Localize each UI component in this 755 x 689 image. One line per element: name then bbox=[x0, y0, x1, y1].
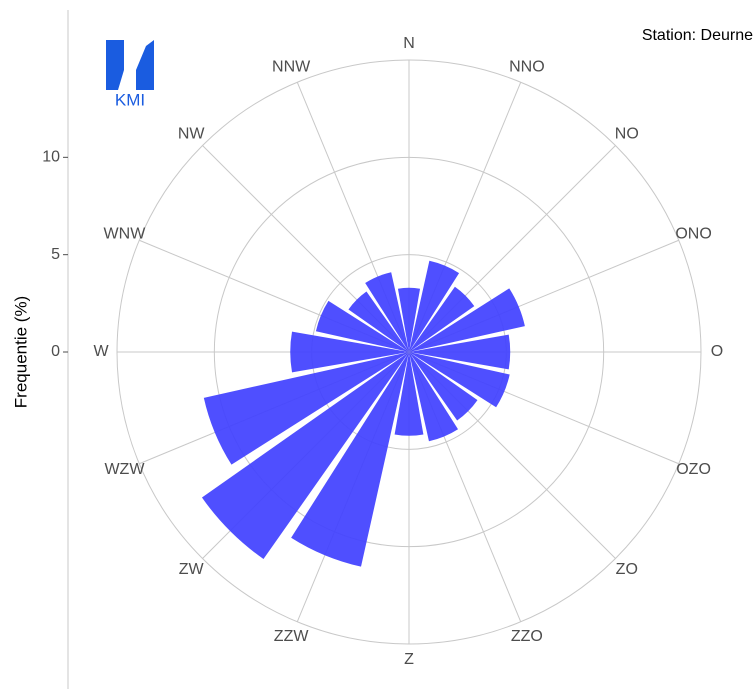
logo: KMI bbox=[106, 40, 154, 109]
bar bbox=[394, 352, 424, 436]
logo-text: KMI bbox=[115, 90, 145, 109]
bar bbox=[409, 334, 511, 370]
bar bbox=[291, 352, 409, 567]
bar bbox=[409, 260, 460, 352]
direction-label: ZZO bbox=[511, 628, 543, 645]
direction-label: NNO bbox=[509, 59, 545, 76]
y-tick-label: 5 bbox=[51, 246, 60, 263]
bar bbox=[365, 272, 409, 352]
direction-label: NW bbox=[178, 125, 206, 142]
bar bbox=[315, 300, 409, 352]
y-axis-label: Frequentie (%) bbox=[11, 296, 30, 408]
direction-label: ZO bbox=[616, 561, 638, 578]
direction-label: ONO bbox=[675, 225, 711, 242]
direction-label: N bbox=[403, 35, 415, 52]
direction-label: O bbox=[711, 343, 723, 360]
direction-label: ZZW bbox=[274, 628, 310, 645]
direction-label: NO bbox=[615, 125, 639, 142]
bar bbox=[290, 331, 409, 373]
bar bbox=[348, 291, 409, 352]
bar bbox=[409, 352, 510, 408]
direction-label: OZO bbox=[676, 461, 711, 478]
direction-label: WNW bbox=[104, 225, 147, 242]
direction-label: W bbox=[93, 343, 109, 360]
direction-label: NNW bbox=[272, 59, 311, 76]
bar bbox=[409, 352, 478, 421]
bar bbox=[409, 352, 459, 442]
bar bbox=[397, 287, 421, 352]
bar bbox=[409, 288, 525, 352]
bar bbox=[203, 352, 409, 465]
y-tick-label: 10 bbox=[42, 149, 60, 166]
direction-label: Z bbox=[404, 651, 414, 668]
direction-label: WZW bbox=[104, 461, 145, 478]
direction-label: ZW bbox=[179, 561, 205, 578]
chart-title: Station: Deurne bbox=[642, 27, 753, 44]
y-tick-label: 0 bbox=[51, 343, 60, 360]
bar bbox=[201, 352, 409, 560]
bar bbox=[409, 286, 475, 352]
